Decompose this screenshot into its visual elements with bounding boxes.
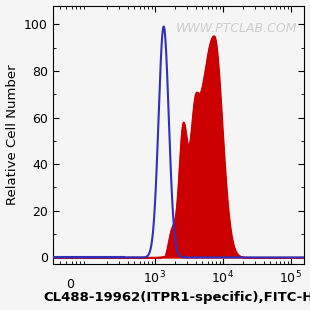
Y-axis label: Relative Cell Number: Relative Cell Number <box>6 65 19 205</box>
X-axis label: CL488-19962(ITPR1-specific),FITC-H: CL488-19962(ITPR1-specific),FITC-H <box>43 291 310 304</box>
Text: 0: 0 <box>66 278 74 291</box>
Text: WWW.PTCLAB.COM: WWW.PTCLAB.COM <box>176 22 297 35</box>
